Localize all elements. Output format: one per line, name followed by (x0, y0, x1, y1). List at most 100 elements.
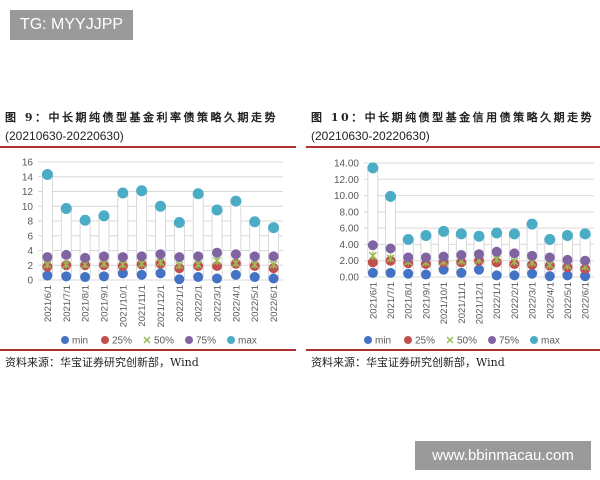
y-tick-label: 14 (22, 172, 34, 183)
point-max (455, 228, 467, 240)
chart-title: 图 9：中长期纯债型基金利率债策略久期走势 (5, 111, 278, 124)
point-min (174, 274, 185, 285)
point-min (509, 270, 520, 281)
x-tick-label: 2022/4/1 (231, 285, 242, 322)
chart-panel-1: 图 9：中长期纯债型基金利率债策略久期走势 (20210630-20220630… (0, 105, 296, 375)
point-max (230, 195, 242, 207)
point-50 (62, 260, 71, 269)
point-max (173, 216, 185, 228)
x-tick-label: 2022/5/1 (250, 285, 261, 322)
point-max (526, 218, 538, 230)
y-tick-label: 8 (27, 217, 33, 228)
point-min (527, 268, 538, 279)
x-tick-label: 2022/3/1 (213, 285, 224, 322)
y-tick-label: 0 (27, 276, 33, 287)
point-min (98, 271, 109, 282)
chart-title: 图 10：中长期纯债型基金信用债策略久期走势 (311, 111, 595, 124)
point-max (211, 204, 223, 216)
x-tick-label: 2022/1/1 (492, 282, 503, 319)
x-tick-label: 2022/3/1 (528, 282, 539, 319)
legend-label: 25% (112, 336, 132, 347)
divider (0, 349, 296, 351)
legend-label: max (541, 336, 560, 347)
point-25 (367, 257, 378, 268)
legend-marker-max (227, 336, 235, 344)
point-75 (509, 248, 520, 259)
point-max (155, 200, 166, 212)
x-tick-label: 2021/7/1 (386, 282, 397, 319)
point-min (230, 269, 241, 280)
y-tick-label: 12.00 (334, 175, 359, 186)
chart-subtitle: (20210630-20220630) (5, 129, 124, 143)
watermark-bottom: www.bbinmacau.com (415, 441, 591, 470)
y-tick-label: 16 (22, 158, 34, 169)
x-tick-label: 2021/12/1 (156, 285, 167, 327)
legend-marker-min (61, 336, 69, 344)
divider (306, 146, 600, 148)
point-max (491, 227, 503, 239)
point-75 (212, 247, 223, 258)
point-max (192, 188, 204, 200)
point-max (41, 169, 53, 181)
point-max (385, 190, 397, 202)
x-tick-label: 2022/1/1 (175, 285, 186, 322)
point-max (473, 230, 485, 242)
x-tick-label: 2021/8/1 (81, 285, 92, 322)
x-tick-label: 2021/10/1 (439, 282, 450, 324)
x-tick-label: 2022/2/1 (194, 285, 205, 322)
point-max (98, 210, 110, 222)
point-min (438, 264, 449, 275)
point-min (117, 268, 128, 279)
point-max (579, 228, 591, 240)
point-max (544, 234, 556, 246)
point-min (212, 273, 223, 284)
legend-marker-75 (185, 336, 193, 344)
point-min (385, 267, 396, 278)
point-50 (175, 261, 184, 270)
point-50 (510, 257, 519, 266)
x-tick-label: 2022/6/1 (581, 282, 592, 319)
y-tick-label: 8.00 (340, 207, 360, 218)
point-75 (249, 251, 260, 262)
point-75 (174, 252, 185, 263)
point-75 (420, 252, 431, 263)
x-tick-label: 2021/11/1 (137, 285, 148, 327)
point-min (580, 271, 591, 282)
chart-panel-2: 图 10：中长期纯债型基金信用债策略久期走势 (20210630-2022063… (306, 105, 600, 375)
point-75 (367, 240, 378, 251)
point-75 (580, 255, 591, 266)
point-max (60, 202, 72, 214)
point-max (508, 228, 520, 240)
point-max (268, 222, 280, 234)
point-min (491, 270, 502, 281)
chart-source: 资料来源：华宝证券研究创新部，Wind (311, 356, 505, 369)
legend-marker-max (530, 336, 538, 344)
legend-marker-75 (488, 336, 496, 344)
x-tick-label: 2021/6/1 (43, 285, 54, 322)
point-75 (456, 250, 467, 261)
watermark-top: TG: MYYJJPP (10, 10, 133, 40)
point-min (80, 272, 91, 283)
y-tick-label: 2 (27, 261, 33, 272)
point-75 (403, 252, 414, 263)
x-tick-label: 2021/9/1 (421, 282, 432, 319)
point-max (402, 234, 414, 246)
y-tick-label: 10 (22, 202, 34, 213)
y-tick-label: 6.00 (340, 224, 360, 235)
point-75 (268, 251, 279, 262)
point-50 (231, 259, 240, 268)
y-tick-label: 4 (27, 246, 33, 257)
legend-label: 50% (457, 336, 477, 347)
y-tick-label: 6 (27, 231, 33, 242)
point-max (561, 229, 573, 241)
chart-svg: 0 2 4 6 8 10 12 14 16 2021/6/1 2021/7/1 2021/8/1 202… (22, 158, 283, 347)
point-50 (250, 260, 259, 269)
point-max (117, 187, 129, 199)
point-75 (562, 254, 573, 265)
legend-marker-25 (101, 336, 109, 344)
legend-label: 25% (415, 336, 435, 347)
legend-marker-25 (404, 336, 412, 344)
point-min (42, 270, 53, 281)
point-75 (438, 251, 449, 262)
y-tick-label: 0.00 (340, 273, 360, 284)
